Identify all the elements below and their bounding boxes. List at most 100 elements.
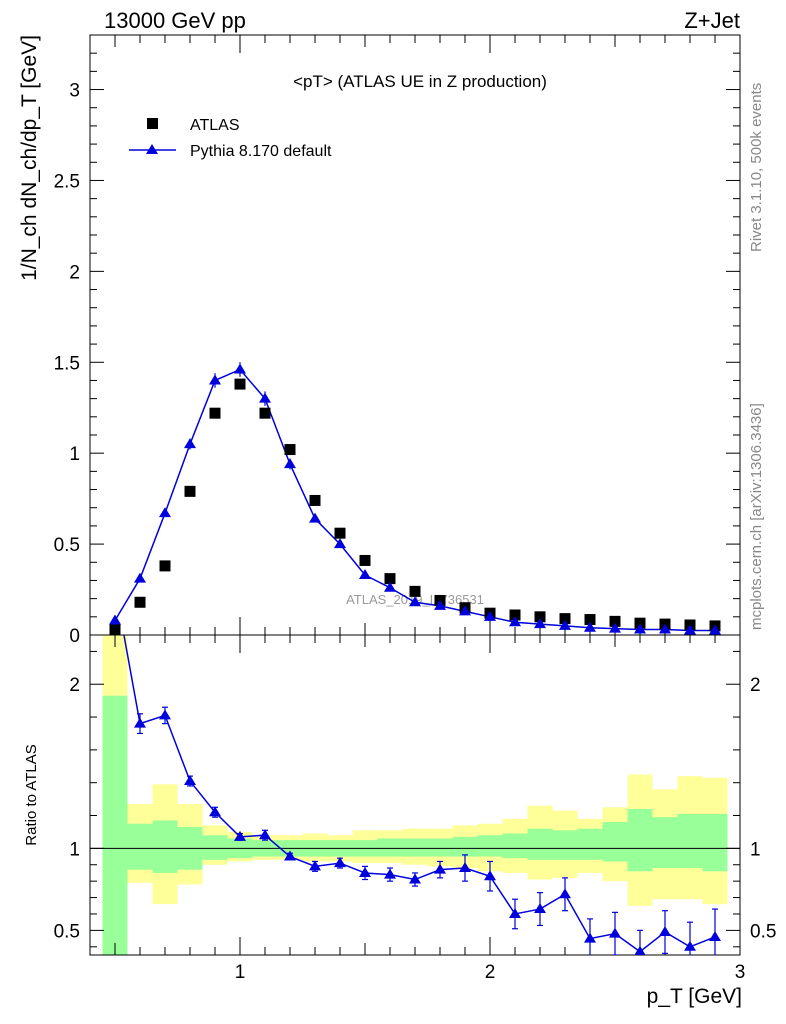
ratio-y-tick-label-right: 0.5 [750, 921, 776, 942]
pythia-point [234, 363, 246, 374]
ratio-series [109, 580, 721, 955]
ratio-point [359, 866, 371, 877]
atlas-point [509, 609, 521, 621]
atlas-point [534, 611, 546, 623]
atlas-point [109, 624, 121, 636]
ratio-y-tick-label-right: 2 [750, 675, 761, 696]
ratio-point [109, 580, 121, 590]
ratio-point [409, 873, 421, 884]
pythia-point [484, 610, 496, 621]
legend-atlas-label: ATLAS [190, 117, 240, 134]
main-panel: <pT> (ATLAS UE in Z production) ATLAS_20… [18, 34, 741, 647]
ratio-band-inner [152, 820, 178, 873]
ratio-band-inner [552, 830, 578, 860]
legend-pythia-marker [146, 144, 158, 154]
pythia-point [134, 572, 146, 583]
main-y-tick-label: 3 [69, 81, 80, 102]
header-left-label: 13000 GeV pp [104, 8, 246, 33]
pythia-point [659, 623, 671, 634]
main-y-tick-label: 2.5 [54, 171, 80, 192]
ratio-band-inner [102, 695, 128, 955]
ratio-point [684, 940, 696, 951]
ratio-point [209, 806, 221, 817]
main-y-tick-label: 2 [69, 262, 80, 283]
ratio-y-tick-label: 2 [69, 675, 80, 696]
ratio-band-inner [627, 808, 653, 872]
atlas-point [309, 494, 321, 506]
pythia-point [334, 538, 346, 549]
ratio-point [309, 860, 321, 871]
ratio-band-inner [377, 838, 403, 857]
main-series [109, 362, 721, 636]
pythia-point [184, 438, 196, 449]
ratio-panel: 0.5 0.5 1 1 2 2 1 2 3 Ratio to ATLAS p_T [GeV] [23, 580, 776, 1008]
atlas-point [359, 554, 371, 566]
ratio-point [459, 862, 471, 873]
ratio-y-tick-label-right: 1 [750, 839, 761, 860]
ratio-point [434, 863, 446, 874]
ratio-point [234, 830, 246, 841]
rivet-label: Rivet 3.1.10, 500k events [748, 83, 765, 252]
ratio-point [334, 857, 346, 868]
ratio-point [584, 932, 596, 943]
x-axis-label: p_T [GeV] [647, 985, 742, 1008]
ratio-band-inner [452, 836, 478, 857]
main-y-ticks: 0 0.5 1 1.5 2 2.5 3 [54, 52, 740, 647]
ratio-band-inner [602, 822, 628, 862]
legend-pythia-label: Pythia 8.170 default [190, 143, 332, 160]
ratio-y-tick-label: 0.5 [54, 921, 80, 942]
ratio-band-inner [677, 813, 703, 869]
ratio-y-tick-label: 1 [69, 839, 80, 860]
atlas-point [234, 378, 246, 390]
atlas-point [134, 596, 146, 608]
ratio-band-inner [502, 833, 528, 859]
main-x-ticks [114, 35, 741, 635]
ratio-band-inner [527, 828, 553, 860]
ratio-bands [102, 635, 728, 955]
x-tick-label: 3 [735, 962, 746, 983]
main-frame [89, 34, 741, 636]
x-tick-label: 1 [235, 962, 246, 983]
ratio-point [184, 775, 196, 786]
ratio-point [259, 829, 271, 840]
atlas-point [384, 573, 396, 585]
ratio-band-inner [477, 835, 503, 857]
pythia-point [634, 623, 646, 634]
pythia-point [709, 624, 721, 635]
header-right-label: Z+Jet [684, 8, 740, 33]
atlas-point [259, 407, 271, 419]
pythia-point [684, 624, 696, 635]
pythia-point [259, 392, 271, 403]
pythia-point [609, 622, 621, 633]
ratio-point [659, 926, 671, 937]
ratio-band-inner [652, 817, 678, 869]
main-y-tick-label: 0.5 [54, 535, 80, 556]
pythia-point [359, 569, 371, 579]
ratio-band-inner [202, 835, 228, 860]
atlas-point [334, 527, 346, 539]
ratio-point [159, 709, 171, 720]
pythia-point [584, 621, 596, 632]
ratio-point [284, 850, 296, 861]
ratio-point [609, 927, 621, 938]
pythia-point [459, 605, 471, 616]
pythia-point [284, 458, 296, 469]
ratio-band-inner [577, 828, 603, 860]
ratio-band-inner [427, 838, 453, 857]
x-tick-label: 2 [485, 962, 496, 983]
ratio-band-inner [127, 823, 153, 870]
main-y-tick-label: 0 [69, 626, 80, 647]
ratio-point [134, 717, 146, 728]
pythia-point [384, 581, 396, 592]
ratio-point [384, 868, 396, 879]
ratio-y-axis-label: Ratio to ATLAS [23, 744, 40, 845]
ratio-point [484, 870, 496, 881]
pythia-point [559, 619, 571, 630]
legend: ATLAS Pythia 8.170 default [129, 117, 332, 160]
pythia-point [509, 616, 521, 627]
pythia-point [109, 614, 121, 625]
ratio-y-ticks: 0.5 0.5 1 1 2 2 [54, 650, 776, 948]
pythia-point [209, 374, 221, 385]
atlas-point [634, 617, 646, 629]
